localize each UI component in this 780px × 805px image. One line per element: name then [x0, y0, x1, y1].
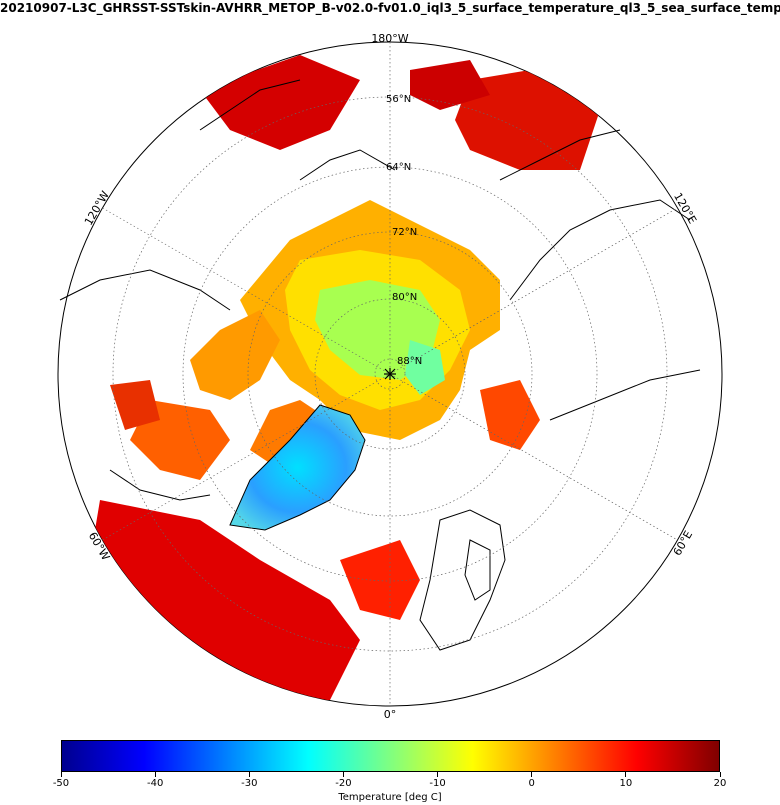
lon-label-0: 0°	[384, 708, 397, 721]
lat-label-88n: 88°N	[397, 356, 422, 367]
colorbar-tick-label: 20	[713, 778, 727, 789]
north-pole-marker	[384, 368, 396, 380]
colorbar-tick	[437, 772, 439, 777]
colorbar-label: Temperature [deg C]	[338, 792, 442, 803]
greenland-ice	[229, 404, 366, 531]
colorbar-ticks	[60, 772, 721, 784]
sst-canadian-arctic	[190, 310, 280, 400]
map-title: 20210907-L3C_GHRSST-SSTskin-AVHRR_METOP_…	[0, 1, 780, 15]
colorbar-tick-label: -30	[241, 778, 258, 789]
lat-label-72n: 72°N	[392, 227, 417, 238]
colorbar-tick	[625, 772, 627, 777]
colorbar-tick-label: -10	[429, 778, 446, 789]
colorbar-tick	[248, 772, 250, 777]
colorbar-tick	[154, 772, 156, 777]
sst-beaufort-patch	[110, 380, 160, 430]
sst-field	[90, 55, 600, 700]
colorbar-tick	[719, 772, 721, 777]
sst-bering-region	[455, 65, 600, 170]
lon-label-180w: 180°W	[371, 32, 408, 45]
sst-arctic-green-2	[405, 340, 445, 395]
colorbar-tick-label: -50	[52, 778, 70, 789]
coastlines	[59, 79, 701, 651]
lat-label-80n: 80°N	[392, 292, 417, 303]
colorbar-tick-label: -20	[335, 778, 352, 789]
colorbar-tick	[342, 772, 344, 777]
lat-label-56n: 56°N	[386, 94, 411, 105]
colorbar-tick	[531, 772, 533, 777]
sst-north-pacific	[200, 55, 360, 150]
colorbar-tick-label: -40	[146, 778, 164, 789]
colorbar-tick-label: 0	[528, 778, 535, 789]
colorbar	[61, 740, 720, 772]
lat-label-64n: 64°N	[386, 162, 411, 173]
polar-map: 180°W 120°W 120°E 60°W 60°E 0° 56°N 64°N…	[57, 32, 723, 721]
sst-pacific-patch	[410, 60, 490, 110]
colorbar-tick-label: 10	[619, 778, 633, 789]
sst-barents-sea	[480, 380, 540, 450]
sst-norwegian-sea	[340, 540, 420, 620]
colorbar-tick	[60, 772, 62, 777]
